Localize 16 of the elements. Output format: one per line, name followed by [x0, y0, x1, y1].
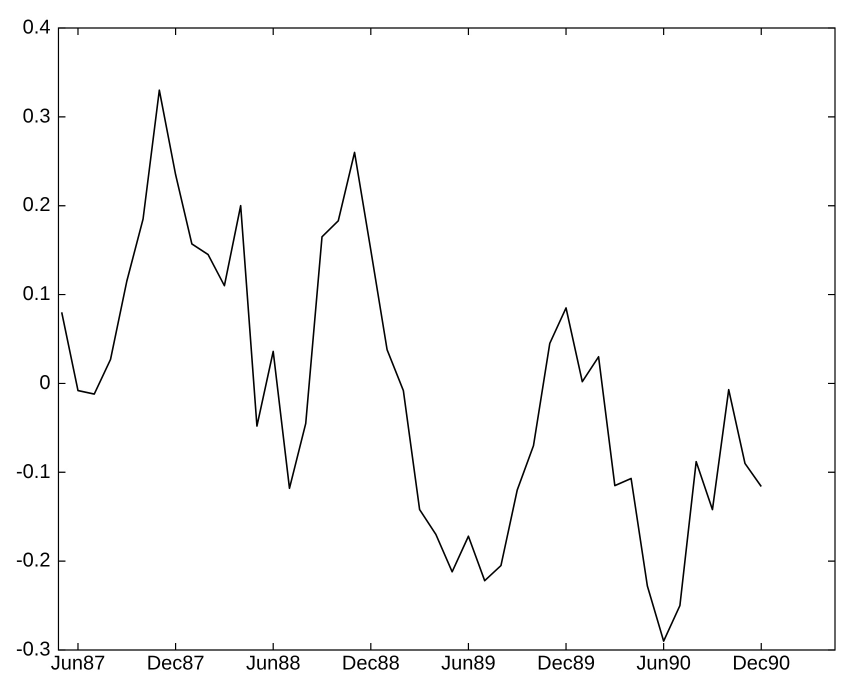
y-tick-label: -0.3 [16, 638, 50, 661]
x-tick-label: Dec89 [537, 652, 595, 675]
x-tick-label: Dec88 [342, 652, 400, 675]
y-tick-label: -0.1 [16, 460, 50, 483]
x-tick-label: Jun89 [441, 652, 496, 675]
y-tick-label: -0.2 [16, 550, 50, 572]
x-tick-label: Dec87 [146, 652, 204, 675]
y-tick-label: 0.4 [22, 16, 50, 39]
y-tick-label: 0 [39, 372, 50, 394]
y-tick-label: 0.2 [22, 194, 50, 216]
x-tick-label: Jun87 [50, 652, 106, 675]
y-tick-label: 0.1 [22, 283, 50, 306]
y-tick-label: 0.3 [22, 105, 50, 128]
x-tick-label: Dec90 [732, 652, 790, 675]
x-tick-label: Jun90 [636, 652, 691, 675]
x-tick-label: Jun88 [246, 652, 300, 675]
